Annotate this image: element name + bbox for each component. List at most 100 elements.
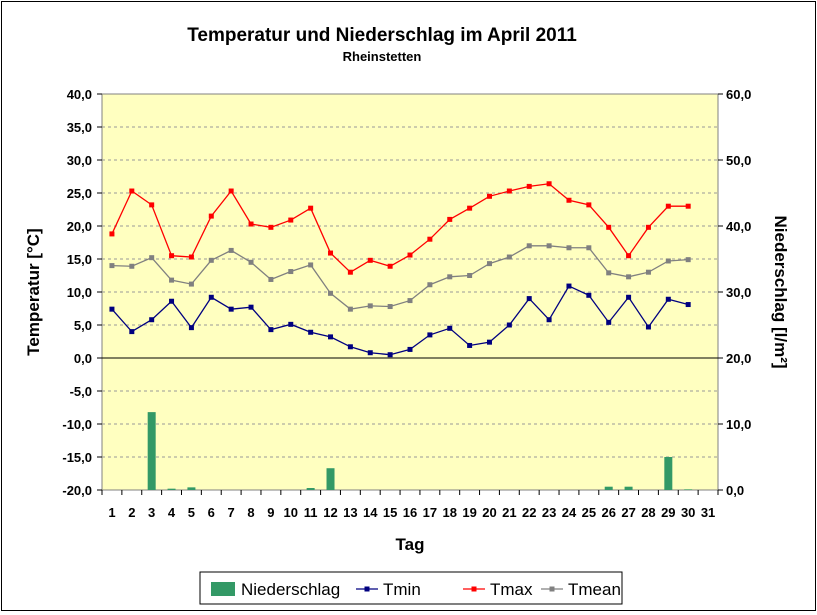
legend-marker-tmean: [549, 586, 555, 592]
data-point-tmax: [526, 183, 532, 189]
data-point-tmean: [486, 261, 492, 267]
data-point-tmax: [586, 202, 592, 208]
series-line-tmin: [111, 285, 689, 356]
legend-marker-tmax: [471, 586, 477, 592]
right-tick-label: 10,0: [726, 417, 751, 432]
x-tick-label: 8: [247, 505, 254, 520]
data-point-tmean: [586, 245, 592, 251]
x-axis-title: Tag: [396, 535, 425, 554]
precipitation-bar: [147, 412, 156, 490]
data-point-tmax: [169, 253, 175, 259]
data-point-tmin: [268, 327, 274, 333]
data-point-tmean: [367, 303, 373, 309]
data-point-tmin: [149, 317, 155, 323]
data-point-tmax: [208, 213, 214, 219]
legend-label: Tmax: [490, 580, 533, 599]
x-tick-label: 11: [304, 505, 318, 520]
data-point-tmin: [208, 294, 214, 300]
data-point-tmean: [228, 247, 234, 253]
data-point-tmean: [566, 245, 572, 251]
data-point-tmean: [188, 281, 194, 287]
data-point-tmean: [407, 298, 413, 304]
left-tick-label: -20,0: [62, 483, 92, 498]
data-point-tmin: [367, 350, 373, 356]
data-point-tmax: [268, 224, 274, 230]
x-tick-label: 24: [562, 505, 577, 520]
x-tick-label: 31: [701, 505, 715, 520]
data-point-tmean: [626, 274, 632, 280]
data-point-tmin: [129, 329, 135, 335]
x-tick-label: 19: [462, 505, 476, 520]
left-tick-label: -10,0: [62, 417, 92, 432]
data-point-tmax: [645, 224, 651, 230]
data-point-tmax: [626, 253, 632, 259]
data-point-tmax: [308, 205, 314, 211]
data-point-tmean: [645, 269, 651, 275]
data-point-tmean: [268, 276, 274, 282]
data-point-tmean: [506, 254, 512, 260]
x-axis-ticks: 1 2 3 4 5 6 7 8 9 10 11 12 13 14 15 16 17 18 19 20 21 22 23 24 2…: [101, 490, 719, 520]
x-tick-label: 9: [267, 505, 274, 520]
data-point-tmean: [665, 258, 671, 264]
left-tick-label: 10,0: [67, 285, 92, 300]
left-tick-label: 25,0: [67, 186, 92, 201]
precipitation-bar: [684, 489, 693, 490]
x-tick-label: 26: [601, 505, 615, 520]
x-tick-label: 12: [323, 505, 337, 520]
data-point-tmean: [288, 269, 294, 275]
x-tick-label: 28: [641, 505, 655, 520]
x-tick-label: 23: [542, 505, 556, 520]
data-point-tmean: [169, 277, 175, 283]
data-point-tmax: [407, 252, 413, 258]
data-point-tmin: [347, 344, 353, 350]
x-tick-label: 21: [502, 505, 516, 520]
data-point-tmax: [387, 263, 393, 269]
left-tick-label: 35,0: [67, 120, 92, 135]
left-axis-title: Temperatur [°C]: [24, 228, 43, 355]
data-point-tmin: [308, 329, 314, 335]
left-tick-label: 20,0: [67, 219, 92, 234]
x-tick-label: 18: [443, 505, 457, 520]
x-tick-label: 14: [363, 505, 378, 520]
precipitation-bar: [326, 468, 335, 490]
data-point-tmax: [109, 231, 115, 237]
data-point-tmin: [248, 304, 254, 310]
data-point-tmin: [188, 325, 194, 331]
legend-label: Tmin: [383, 580, 421, 599]
data-point-tmin: [626, 294, 632, 300]
gridlines: [102, 126, 718, 458]
x-tick-label: 2: [128, 505, 135, 520]
left-tick-label: 5,0: [74, 318, 92, 333]
x-tick-label: 3: [148, 505, 155, 520]
data-point-tmax: [566, 197, 572, 203]
data-point-tmean: [208, 257, 214, 263]
x-tick-label: 7: [228, 505, 235, 520]
x-tick-label: 29: [661, 505, 675, 520]
left-tick-label: 0,0: [74, 351, 92, 366]
data-point-tmax: [248, 221, 254, 227]
right-tick-label: 0,0: [726, 483, 744, 498]
data-point-tmin: [685, 302, 691, 308]
data-point-tmin: [586, 292, 592, 298]
precipitation-bar: [167, 488, 176, 490]
data-point-tmean: [347, 306, 353, 312]
data-point-tmin: [645, 324, 651, 330]
precipitation-bar: [664, 457, 673, 490]
data-point-tmean: [467, 273, 473, 278]
x-tick-label: 15: [383, 505, 397, 520]
left-tick-label: -5,0: [70, 384, 92, 399]
data-point-tmax: [685, 203, 691, 209]
data-point-tmin: [407, 346, 413, 352]
data-point-tmin: [665, 296, 671, 302]
data-point-tmean: [387, 304, 393, 310]
x-tick-label: 22: [522, 505, 536, 520]
x-tick-label: 10: [284, 505, 298, 520]
data-point-tmax: [427, 236, 433, 242]
data-point-tmin: [427, 332, 433, 338]
legend-label: Niederschlag: [241, 580, 340, 599]
right-tick-label: 20,0: [726, 351, 751, 366]
precipitation-bars: [147, 412, 693, 490]
precipitation-bar: [187, 487, 196, 490]
